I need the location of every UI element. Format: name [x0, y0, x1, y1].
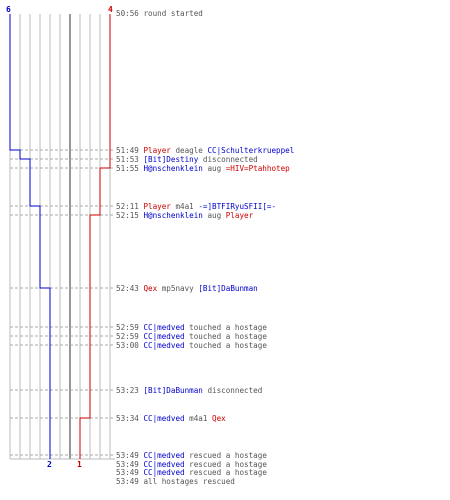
event-text: disconnected — [198, 155, 257, 164]
event-text: round started — [143, 9, 202, 18]
event-text: mp5navy — [157, 284, 198, 293]
event-text: deagle — [171, 146, 208, 155]
player-count-grid — [9, 14, 115, 460]
event-time: 53:00 — [116, 341, 143, 350]
blue-player-name: CC|medved — [143, 341, 184, 350]
red-player-name: =HIV=Ptahhotep — [226, 164, 290, 173]
event-row: 52:59 CC|medved touched a hostage — [116, 332, 267, 341]
event-row: 53:00 CC|medved touched a hostage — [116, 341, 267, 350]
event-time: 53:49 — [116, 477, 143, 486]
red-end-count: 1 — [77, 460, 82, 469]
blue-team-line — [9, 14, 51, 459]
blue-player-name: -=]BTFIRyuSFII[=- — [198, 202, 276, 211]
blue-player-name: [Bit]Destiny — [143, 155, 198, 164]
red-player-name: Player — [226, 211, 254, 220]
blue-player-name: CC|medved — [143, 332, 184, 341]
event-row: 52:11 Player m4a1 -=]BTFIRyuSFII[=- — [116, 202, 276, 211]
event-time: 51:49 — [116, 146, 143, 155]
event-text: rescued a hostage — [185, 460, 268, 469]
event-text: m4a1 — [185, 414, 212, 423]
event-log: 50:56 round started 51:49 Player deagle C… — [116, 9, 294, 486]
red-player-name: Qex — [143, 284, 157, 293]
event-text: all hostages rescued — [143, 477, 234, 486]
event-guide-lines — [10, 149, 113, 456]
event-time: 52:59 — [116, 323, 143, 332]
event-time: 50:56 — [116, 9, 143, 18]
blue-player-name: CC|medved — [143, 323, 184, 332]
event-time: 52:59 — [116, 332, 143, 341]
event-text: rescued a hostage — [185, 468, 268, 477]
red-start-count: 4 — [108, 5, 113, 14]
event-text: aug — [203, 164, 226, 173]
blue-player-name: [Bit]DaBunman — [198, 284, 257, 293]
blue-player-name: H@nschenklein — [143, 164, 202, 173]
event-row: 52:59 CC|medved touched a hostage — [116, 323, 267, 332]
event-row: 53:49 CC|medved rescued a hostage — [116, 460, 267, 469]
blue-player-name: CC|Schulterkrueppel — [207, 146, 294, 155]
event-row: 53:23 [Bit]DaBunman disconnected — [116, 386, 262, 395]
event-text: touched a hostage — [185, 323, 268, 332]
red-player-name: Player — [143, 146, 171, 155]
event-row: 51:53 [Bit]Destiny disconnected — [116, 155, 258, 164]
event-text: disconnected — [203, 386, 262, 395]
event-row: 50:56 round started — [116, 9, 203, 18]
event-time: 53:49 — [116, 460, 143, 469]
blue-player-name: CC|medved — [143, 460, 184, 469]
event-text: aug — [203, 211, 226, 220]
red-player-name: Player — [143, 202, 171, 211]
event-row: 52:15 H@nschenklein aug Player — [116, 211, 254, 220]
blue-player-name: CC|medved — [143, 468, 184, 477]
event-row: 53:49 all hostages rescued — [116, 477, 235, 486]
event-time: 53:34 — [116, 414, 143, 423]
blue-start-count: 6 — [6, 5, 11, 14]
event-text: m4a1 — [171, 202, 198, 211]
blue-player-name: H@nschenklein — [143, 211, 202, 220]
event-text: touched a hostage — [185, 332, 268, 341]
event-row: 51:49 Player deagle CC|Schulterkrueppel — [116, 146, 294, 155]
blue-end-count: 2 — [47, 460, 52, 469]
event-row: 52:43 Qex mp5navy [Bit]DaBunman — [116, 284, 258, 293]
event-time: 51:53 — [116, 155, 143, 164]
blue-player-name: CC|medved — [143, 451, 184, 460]
blue-player-name: [Bit]DaBunman — [143, 386, 202, 395]
blue-player-name: CC|medved — [143, 414, 184, 423]
event-time: 52:15 — [116, 211, 143, 220]
event-row: 51:55 H@nschenklein aug =HIV=Ptahhotep — [116, 164, 290, 173]
event-row: 53:49 CC|medved rescued a hostage — [116, 451, 267, 460]
event-text: rescued a hostage — [185, 451, 268, 460]
red-player-name: Qex — [212, 414, 226, 423]
event-time: 53:49 — [116, 451, 143, 460]
event-row: 53:49 CC|medved rescued a hostage — [116, 468, 267, 477]
event-time: 51:55 — [116, 164, 143, 173]
event-time: 52:43 — [116, 284, 143, 293]
red-team-line — [79, 14, 111, 459]
event-text: touched a hostage — [185, 341, 268, 350]
event-time: 52:11 — [116, 202, 143, 211]
event-time: 53:49 — [116, 468, 143, 477]
event-time: 53:23 — [116, 386, 143, 395]
event-row: 53:34 CC|medved m4a1 Qex — [116, 414, 226, 423]
